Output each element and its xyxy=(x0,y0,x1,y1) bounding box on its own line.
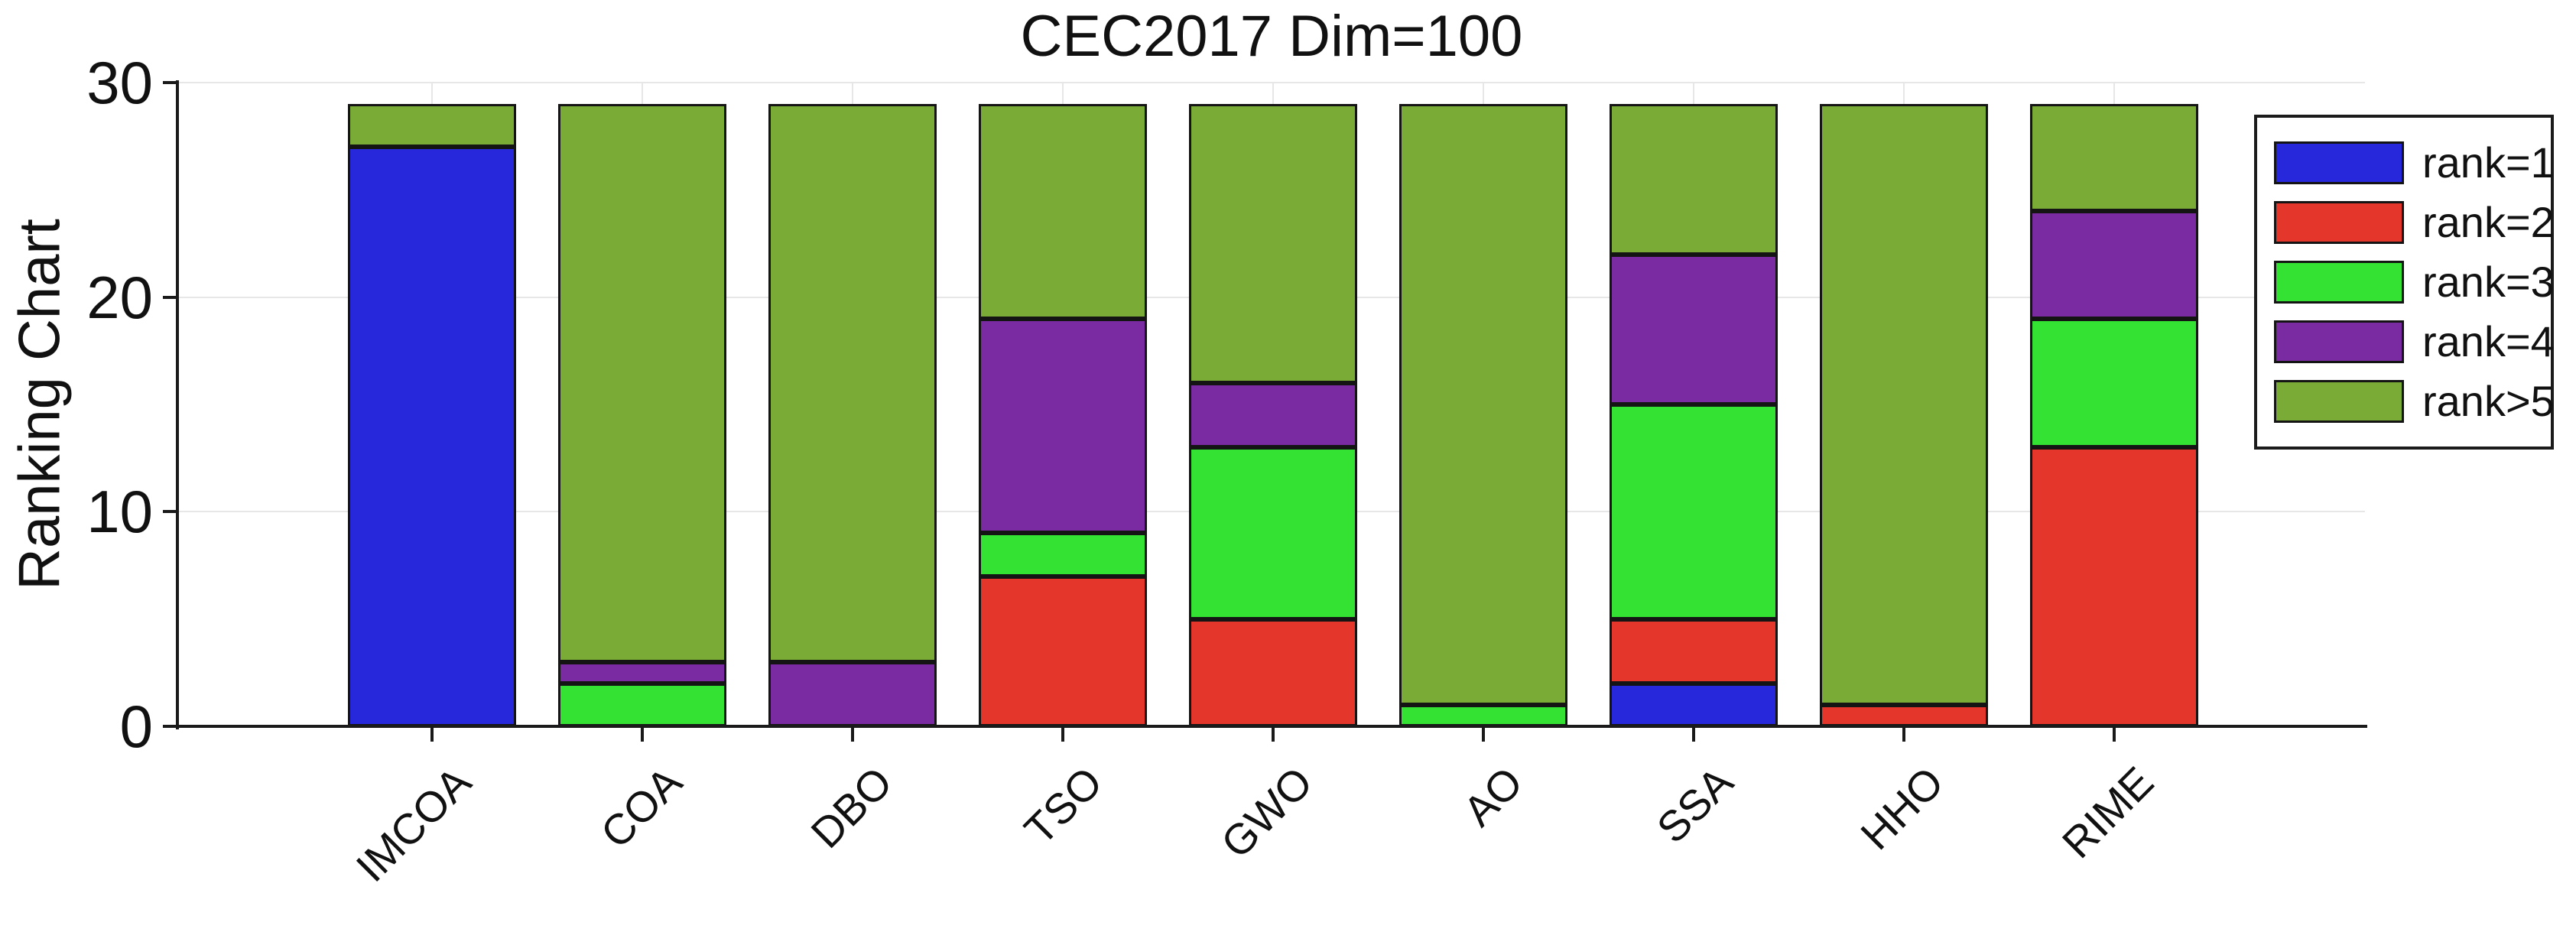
y-tick xyxy=(163,295,178,299)
x-tick xyxy=(1902,728,1905,742)
legend-swatch-rank>5 xyxy=(2274,380,2404,423)
legend-item: rank=1 xyxy=(2274,133,2555,193)
bar-TSO-segment-rank=3 xyxy=(979,533,1147,576)
legend-label: rank>5 xyxy=(2422,377,2555,425)
bar-COA-segment-rank=4 xyxy=(558,661,726,684)
bar-RIME-segment-rank=2 xyxy=(2030,447,2198,726)
legend-label: rank=4 xyxy=(2422,317,2555,365)
legend-item: rank=3 xyxy=(2274,252,2555,312)
bar-SSA-segment-rank=1 xyxy=(1610,683,1778,726)
legend-item: rank=2 xyxy=(2274,193,2555,252)
legend: rank=1 rank=2 rank=3 rank=4 rank>5 xyxy=(2254,115,2555,450)
bar-GWO-segment-rank=3 xyxy=(1189,447,1357,619)
legend-label: rank=3 xyxy=(2422,258,2555,306)
bar-GWO-segment-rank>5 xyxy=(1189,104,1357,383)
bar-TSO-segment-rank=4 xyxy=(979,318,1147,534)
bar-AO-segment-rank>5 xyxy=(1399,104,1567,705)
bar-DBO-segment-rank>5 xyxy=(768,104,937,662)
chart-title: CEC2017 Dim=100 xyxy=(1020,4,1523,69)
bar-GWO-segment-rank=2 xyxy=(1189,619,1357,726)
horizontal-gridline xyxy=(178,82,2365,83)
y-tick-label: 10 xyxy=(86,478,153,546)
x-tick xyxy=(2113,728,2116,742)
x-tick xyxy=(1482,728,1485,742)
bar-TSO-segment-rank>5 xyxy=(979,104,1147,319)
bar-SSA-segment-rank=4 xyxy=(1610,254,1778,404)
bar-HHO-segment-rank=2 xyxy=(1820,704,1988,726)
bar-COA-segment-rank=3 xyxy=(558,683,726,726)
legend-swatch-rank=3 xyxy=(2274,261,2404,304)
x-tick-label-IMCOA: IMCOA xyxy=(346,757,481,891)
bar-COA-segment-rank>5 xyxy=(558,104,726,662)
bar-IMCOA-segment-rank=1 xyxy=(348,147,516,726)
x-tick xyxy=(1692,728,1695,742)
y-tick-label: 0 xyxy=(119,693,153,760)
x-tick-label-SSA: SSA xyxy=(1647,757,1743,852)
bar-AO-segment-rank=3 xyxy=(1399,704,1567,726)
x-tick-label-HHO: HHO xyxy=(1850,757,1953,859)
x-tick-label-RIME: RIME xyxy=(2052,757,2163,868)
bar-GWO-segment-rank=4 xyxy=(1189,382,1357,448)
y-tick xyxy=(163,81,178,84)
bar-IMCOA-segment-rank>5 xyxy=(348,104,516,148)
y-tick xyxy=(163,510,178,514)
x-tick xyxy=(430,728,434,742)
bar-RIME-segment-rank=3 xyxy=(2030,318,2198,448)
legend-swatch-rank=2 xyxy=(2274,201,2404,244)
bar-SSA-segment-rank=2 xyxy=(1610,619,1778,684)
bar-SSA-segment-rank>5 xyxy=(1610,104,1778,255)
x-tick-label-DBO: DBO xyxy=(801,757,901,858)
x-tick xyxy=(641,728,644,742)
legend-item: rank=4 xyxy=(2274,312,2555,372)
bar-RIME-segment-rank=4 xyxy=(2030,211,2198,319)
y-tick-label: 30 xyxy=(86,49,153,116)
bar-HHO-segment-rank>5 xyxy=(1820,104,1988,705)
x-tick xyxy=(1272,728,1275,742)
x-tick-label-COA: COA xyxy=(590,757,691,858)
legend-label: rank=2 xyxy=(2422,198,2555,246)
x-tick xyxy=(851,728,854,742)
legend-swatch-rank=4 xyxy=(2274,320,2404,363)
x-tick-label-GWO: GWO xyxy=(1211,757,1322,868)
x-tick-label-AO: AO xyxy=(1454,757,1532,836)
bar-DBO-segment-rank=4 xyxy=(768,661,937,726)
bar-RIME-segment-rank>5 xyxy=(2030,104,2198,212)
y-tick-label: 20 xyxy=(86,263,153,331)
legend-item: rank>5 xyxy=(2274,372,2555,431)
y-axis-line xyxy=(176,80,179,729)
x-tick xyxy=(1061,728,1064,742)
y-tick xyxy=(163,725,178,728)
x-tick-label-TSO: TSO xyxy=(1015,757,1112,854)
legend-label: rank=1 xyxy=(2422,138,2555,187)
bar-SSA-segment-rank=3 xyxy=(1610,404,1778,619)
bar-TSO-segment-rank=2 xyxy=(979,576,1147,726)
x-axis-line xyxy=(176,725,2367,728)
legend-swatch-rank=1 xyxy=(2274,141,2404,184)
